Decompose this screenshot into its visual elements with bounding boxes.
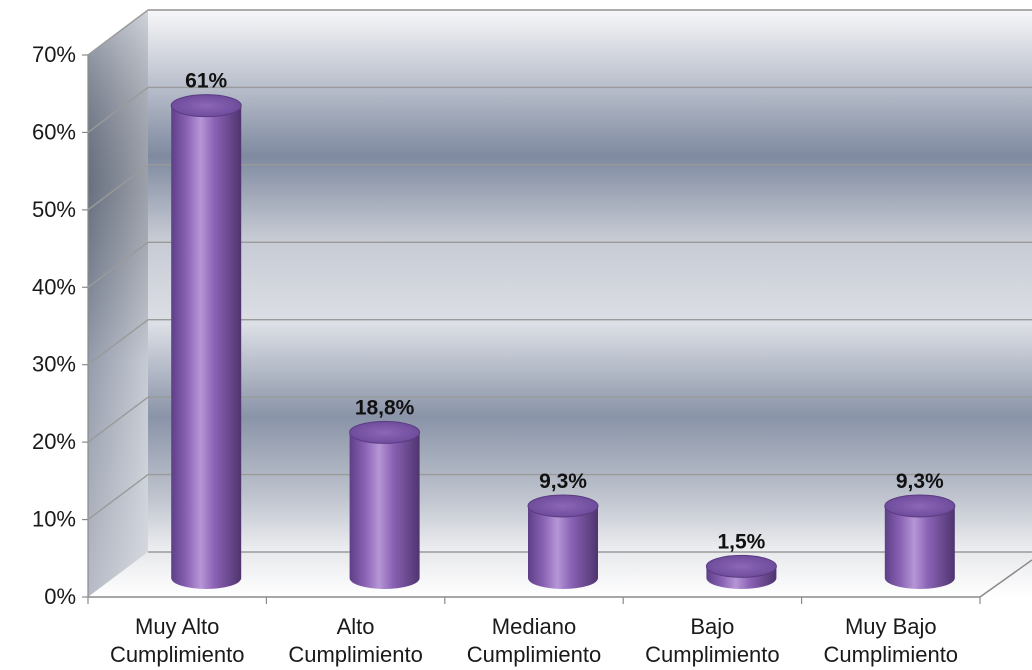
category-label: Alto <box>337 614 375 639</box>
bar-cap <box>884 494 956 518</box>
gridline-side <box>87 86 149 133</box>
gridline-side <box>87 319 149 366</box>
gridline-side <box>87 9 149 56</box>
gridlines <box>87 9 1032 521</box>
bar-body <box>884 505 955 589</box>
category-label: Muy Alto <box>135 614 219 639</box>
gridline-side <box>87 241 149 288</box>
side-wall-shade <box>88 10 148 597</box>
bar-body <box>171 105 242 589</box>
category-label: Cumplimiento <box>645 642 780 667</box>
y-tick-label: 0% <box>44 584 76 609</box>
bar-cap <box>349 420 421 444</box>
bar <box>349 420 421 589</box>
category-label: Cumplimiento <box>288 642 423 667</box>
bar <box>705 554 777 589</box>
category-label: Cumplimiento <box>467 642 602 667</box>
bar <box>884 494 956 589</box>
y-tick-label: 40% <box>32 274 76 299</box>
bars <box>170 94 956 589</box>
data-label: 9,3% <box>539 470 587 493</box>
gridline-side <box>87 474 149 521</box>
y-tick-label: 10% <box>32 507 76 532</box>
category-label: Muy Bajo <box>845 614 937 639</box>
back-wall <box>148 10 1032 552</box>
data-label: 61% <box>185 70 227 93</box>
data-label: 18,8% <box>355 396 415 419</box>
data-label: 1,5% <box>717 530 765 553</box>
bar-cap <box>705 554 777 578</box>
y-tick-label: 30% <box>32 352 76 377</box>
gridline-side <box>87 396 149 443</box>
bar-body <box>528 505 598 589</box>
y-tick-label: 60% <box>32 119 76 144</box>
y-axis-ticks: 0% 10% 20% 30% 40% 50% 60% 70% <box>32 42 88 609</box>
bar <box>527 494 599 589</box>
bar-body <box>349 432 420 589</box>
category-label: Cumplimiento <box>110 642 245 667</box>
bar-cap <box>170 94 242 118</box>
bar <box>170 94 242 589</box>
y-tick-label: 50% <box>32 197 76 222</box>
y-tick-label: 70% <box>32 42 76 67</box>
gridline-side <box>87 164 149 211</box>
category-label: Cumplimiento <box>824 642 959 667</box>
x-axis-ticks <box>87 597 981 604</box>
category-labels: Muy Alto Cumplimiento Alto Cumplimiento Medi… <box>110 614 958 667</box>
data-labels: 61% 18,8% 9,3% 1,5% 9,3% <box>185 70 944 554</box>
category-label: Mediano <box>492 614 576 639</box>
data-label: 9,3% <box>896 470 944 493</box>
floor-right-edge <box>979 559 1032 598</box>
y-tick-label: 20% <box>32 429 76 454</box>
bar-cap <box>527 494 599 518</box>
category-label: Bajo <box>690 614 734 639</box>
